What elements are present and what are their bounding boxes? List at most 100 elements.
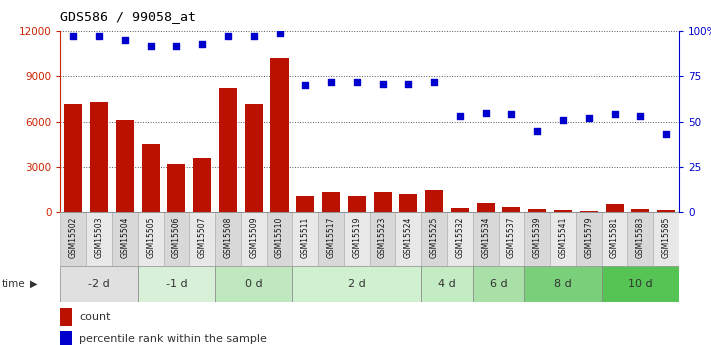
Text: 8 d: 8 d — [554, 279, 572, 289]
Point — [532, 128, 543, 134]
Text: GSM15524: GSM15524 — [404, 216, 413, 258]
Point — [609, 112, 620, 117]
Bar — [318, 212, 344, 266]
Text: 4 d: 4 d — [438, 279, 456, 289]
Text: GSM15585: GSM15585 — [662, 216, 670, 258]
Bar — [267, 212, 292, 266]
Bar — [60, 212, 86, 266]
Bar — [292, 266, 421, 302]
Bar — [400, 194, 417, 212]
Bar — [602, 266, 679, 302]
Bar — [631, 209, 649, 212]
Bar — [395, 212, 421, 266]
Bar — [270, 58, 289, 212]
Text: GSM15510: GSM15510 — [275, 216, 284, 258]
Text: GSM15502: GSM15502 — [69, 216, 77, 258]
Text: GSM15583: GSM15583 — [636, 216, 645, 258]
Text: GSM15503: GSM15503 — [95, 216, 104, 258]
Bar — [528, 209, 546, 212]
Bar — [498, 212, 524, 266]
Text: 0 d: 0 d — [245, 279, 262, 289]
Bar — [657, 210, 675, 212]
Point — [351, 79, 363, 85]
Bar — [60, 308, 72, 326]
Bar — [90, 102, 108, 212]
Point — [583, 115, 594, 121]
Text: GSM15505: GSM15505 — [146, 216, 155, 258]
Bar — [60, 266, 138, 302]
Bar — [447, 212, 473, 266]
Point — [68, 34, 79, 39]
Bar — [138, 266, 215, 302]
Point — [326, 79, 337, 85]
Bar — [241, 212, 267, 266]
Bar — [550, 212, 576, 266]
Bar — [421, 266, 473, 302]
Point — [299, 82, 311, 88]
Text: GSM15541: GSM15541 — [559, 216, 567, 258]
Text: -2 d: -2 d — [88, 279, 110, 289]
Bar — [322, 192, 340, 212]
Bar — [193, 158, 211, 212]
Bar — [524, 212, 550, 266]
Bar — [296, 196, 314, 212]
Text: count: count — [79, 312, 110, 322]
Bar — [344, 212, 370, 266]
Point — [145, 43, 156, 48]
Text: -1 d: -1 d — [166, 279, 187, 289]
Bar — [167, 164, 186, 212]
Bar — [653, 212, 679, 266]
Text: 10 d: 10 d — [628, 279, 653, 289]
Bar — [473, 266, 524, 302]
Text: ▶: ▶ — [30, 279, 38, 289]
Bar — [606, 204, 624, 212]
Bar — [473, 212, 498, 266]
Bar — [524, 266, 602, 302]
Point — [557, 117, 569, 122]
Point — [196, 41, 208, 47]
Text: GSM15507: GSM15507 — [198, 216, 207, 258]
Bar — [141, 144, 160, 212]
Bar — [503, 207, 520, 212]
Point — [661, 131, 672, 137]
Bar — [476, 203, 495, 212]
Text: 6 d: 6 d — [490, 279, 508, 289]
Text: time: time — [2, 279, 26, 289]
Text: GSM15517: GSM15517 — [326, 216, 336, 258]
Text: GSM15519: GSM15519 — [353, 216, 361, 258]
Bar — [215, 266, 292, 302]
Bar — [421, 212, 447, 266]
Point — [480, 110, 491, 115]
Bar — [116, 120, 134, 212]
Text: GSM15511: GSM15511 — [301, 216, 310, 258]
Text: GSM15539: GSM15539 — [533, 216, 542, 258]
Bar — [425, 190, 443, 212]
Text: GSM15534: GSM15534 — [481, 216, 490, 258]
Bar — [215, 212, 241, 266]
Bar — [602, 212, 627, 266]
Text: percentile rank within the sample: percentile rank within the sample — [79, 334, 267, 344]
Point — [223, 34, 234, 39]
Bar — [579, 211, 598, 212]
Text: GSM15506: GSM15506 — [172, 216, 181, 258]
Bar — [292, 212, 318, 266]
Text: GSM15537: GSM15537 — [507, 216, 516, 258]
Point — [454, 114, 466, 119]
Bar — [370, 212, 395, 266]
Bar — [164, 212, 189, 266]
Point — [171, 43, 182, 48]
Bar — [348, 196, 366, 212]
Bar — [138, 212, 164, 266]
Text: GSM15523: GSM15523 — [378, 216, 387, 258]
Bar — [219, 88, 237, 212]
Bar — [627, 212, 653, 266]
Text: GSM15525: GSM15525 — [429, 216, 439, 258]
Bar — [189, 212, 215, 266]
Bar — [112, 212, 138, 266]
Bar — [451, 208, 469, 212]
Bar — [64, 104, 82, 212]
Point — [377, 81, 388, 86]
Point — [429, 79, 440, 85]
Bar — [373, 192, 392, 212]
Text: GSM15509: GSM15509 — [250, 216, 258, 258]
